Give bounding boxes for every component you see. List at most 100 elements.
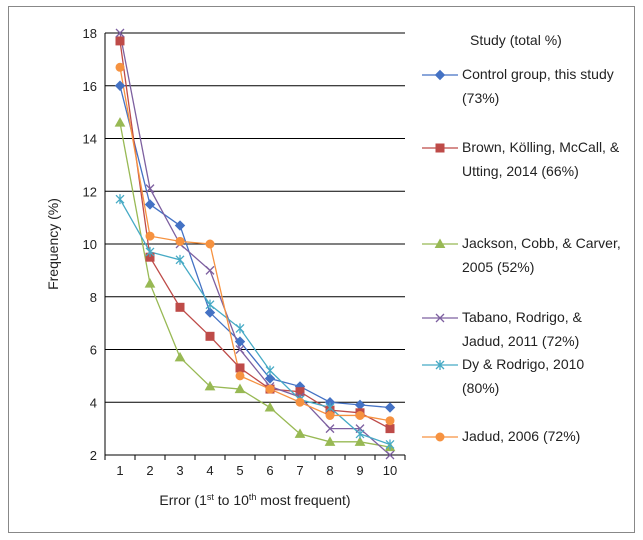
marker (355, 428, 365, 439)
x-tick-label: 2 (146, 463, 153, 478)
marker (325, 410, 335, 420)
x-tick-label: 8 (326, 463, 333, 478)
x-tick-label: 5 (236, 463, 243, 478)
marker (354, 436, 366, 446)
marker (235, 323, 245, 334)
legend-swatch (422, 69, 458, 81)
marker (435, 313, 445, 323)
marker (205, 299, 215, 310)
legend-swatch (422, 432, 458, 442)
x-tick-label: 7 (296, 463, 303, 478)
marker (204, 380, 216, 391)
marker (385, 439, 395, 450)
marker (175, 302, 185, 312)
x-axis-label-part: Error (1 (159, 492, 207, 508)
legend-item: Brown, Kölling, McCall, & Utting, 2014 (… (420, 138, 630, 183)
legend-swatch (422, 143, 458, 153)
marker (145, 184, 155, 194)
x-axis-label-part: st (207, 492, 215, 502)
legend-label: Brown, Kölling, McCall, & Utting, 2014 (… (462, 139, 620, 179)
x-tick-label: 4 (206, 463, 213, 478)
y-tick-label: 18 (83, 26, 97, 41)
y-tick-label: 6 (90, 343, 97, 358)
x-tick-label: 9 (356, 463, 363, 478)
y-tick-label: 14 (83, 132, 97, 147)
marker (175, 254, 185, 265)
x-tick-label: 6 (266, 463, 273, 478)
x-axis-label: Error (1st to 10th most frequent) (159, 492, 350, 508)
marker (435, 360, 445, 370)
legend-label: Control group, this study (73%) (462, 66, 614, 106)
marker (434, 238, 446, 248)
marker (355, 410, 365, 420)
series-line (119, 32, 391, 456)
marker (385, 424, 395, 434)
marker (385, 416, 395, 426)
marker (115, 36, 125, 46)
marker (235, 345, 245, 354)
marker (205, 239, 215, 249)
marker (145, 231, 155, 241)
marker (205, 331, 215, 341)
y-tick-label: 2 (90, 448, 97, 463)
legend-label: Tabano, Rodrigo, & Jadud, 2011 (72%) (462, 309, 582, 349)
marker (174, 220, 186, 231)
marker (234, 336, 246, 347)
series-line (119, 85, 391, 409)
marker (264, 402, 276, 412)
marker (324, 436, 336, 446)
y-tick-label: 10 (83, 237, 97, 252)
x-tick-label: 10 (383, 463, 397, 478)
legend-item: Dy & Rodrigo, 2010 (80%) (420, 355, 630, 400)
marker (264, 373, 276, 384)
legend-label: Jackson, Cobb, & Carver, 2005 (52%) (462, 235, 621, 275)
marker (434, 69, 446, 81)
marker (204, 307, 216, 318)
marker (384, 402, 396, 413)
marker (325, 424, 335, 434)
legend-item: Jadud, 2006 (72%) (420, 427, 630, 448)
legend-item: Jackson, Cobb, & Carver, 2005 (52%) (420, 234, 630, 279)
frame (8, 6, 635, 533)
series-line (119, 198, 391, 446)
legend-swatch (422, 238, 458, 248)
marker (294, 428, 306, 438)
legend-title: Study (total %) (470, 32, 562, 48)
marker (205, 265, 215, 275)
marker (235, 371, 245, 381)
y-tick-label: 12 (83, 184, 97, 199)
marker (115, 28, 125, 38)
marker (115, 62, 125, 72)
x-tick-label: 1 (116, 463, 123, 478)
y-tick-label: 8 (90, 290, 97, 305)
series-line (119, 67, 391, 422)
x-axis-label-part: most frequent) (256, 492, 350, 508)
marker (175, 236, 185, 246)
marker (385, 450, 395, 460)
marker (435, 143, 445, 153)
marker (144, 199, 156, 210)
marker (144, 278, 156, 288)
marker (235, 363, 245, 373)
x-axis-label-part: th (249, 492, 257, 502)
marker (435, 432, 445, 442)
series-line (119, 40, 391, 430)
marker (325, 402, 335, 413)
marker (234, 383, 246, 394)
legend-swatch (422, 313, 458, 323)
legend-item: Control group, this study (73%) (420, 65, 630, 110)
marker (295, 397, 305, 407)
legend-item: Tabano, Rodrigo, & Jadud, 2011 (72%) (420, 308, 630, 353)
marker (174, 351, 186, 362)
marker (145, 246, 155, 257)
x-axis-label-part: to 10 (214, 492, 249, 508)
marker (115, 194, 125, 205)
legend-swatch (422, 360, 458, 370)
marker (265, 365, 275, 376)
marker (114, 117, 126, 127)
marker (114, 80, 126, 91)
x-tick-label: 3 (176, 463, 183, 478)
marker (265, 384, 275, 394)
